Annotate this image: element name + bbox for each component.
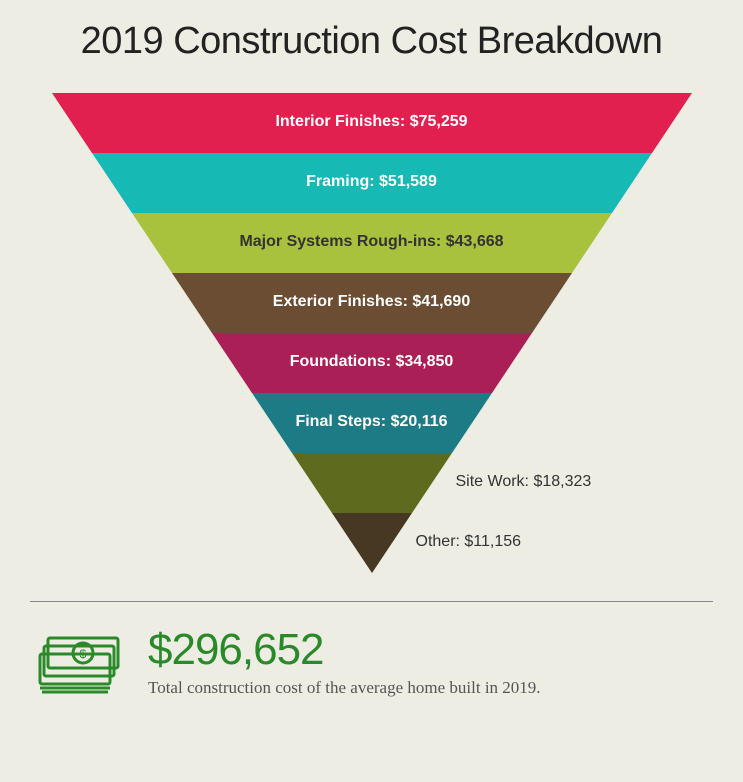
funnel-row-label: Interior Finishes: $75,259 xyxy=(52,113,692,131)
summary-row: $ $296,652 Total construction cost of th… xyxy=(30,624,713,701)
funnel-row-label: Site Work: $18,323 xyxy=(456,473,592,491)
svg-text:$: $ xyxy=(80,647,87,661)
funnel-slice xyxy=(332,513,412,573)
funnel-chart: Interior Finishes: $75,259 Framing: $51,5… xyxy=(52,93,692,573)
funnel-row-label: Exterior Finishes: $41,690 xyxy=(52,293,692,311)
funnel-row-label: Other: $11,156 xyxy=(416,533,522,551)
funnel-slice xyxy=(292,453,452,513)
money-icon: $ xyxy=(30,624,122,701)
section-divider xyxy=(30,601,713,602)
summary-caption: Total construction cost of the average h… xyxy=(148,678,541,698)
summary-amount: $296,652 xyxy=(148,628,541,672)
funnel-row-label: Foundations: $34,850 xyxy=(52,353,692,371)
funnel-row-label: Major Systems Rough-ins: $43,668 xyxy=(52,233,692,251)
funnel-row-label: Framing: $51,589 xyxy=(52,173,692,191)
funnel-svg xyxy=(52,93,692,573)
summary-text: $296,652 Total construction cost of the … xyxy=(148,628,541,698)
page-root: 2019 Construction Cost Breakdown Interio… xyxy=(0,0,743,782)
funnel-row-label: Final Steps: $20,116 xyxy=(52,413,692,431)
chart-title: 2019 Construction Cost Breakdown xyxy=(30,20,713,63)
